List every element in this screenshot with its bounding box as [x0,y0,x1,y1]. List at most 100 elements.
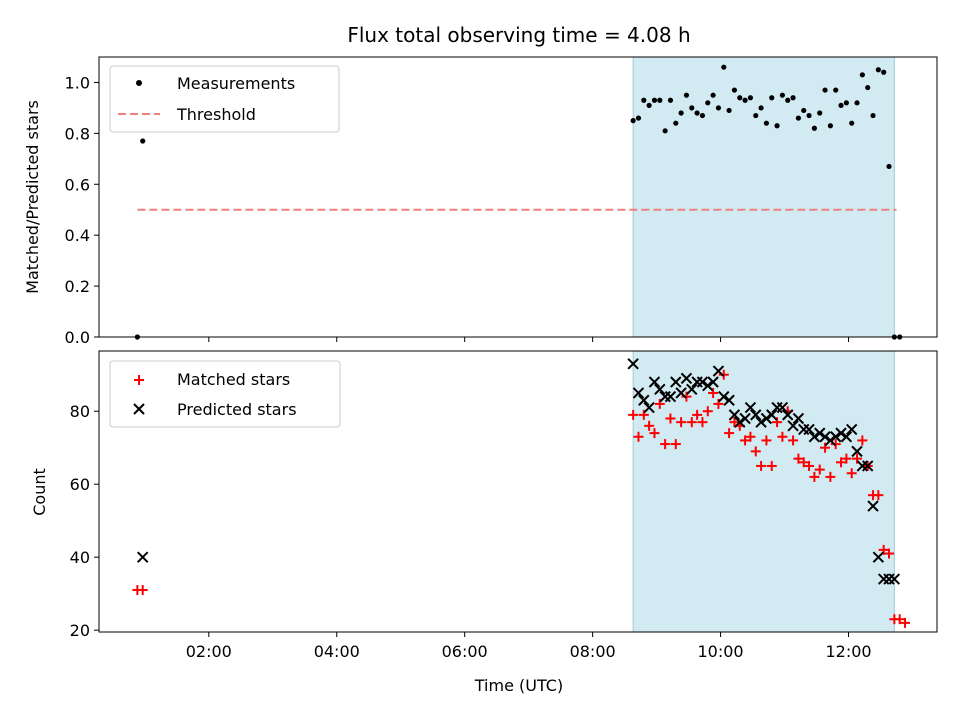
measurement-point [731,87,738,93]
measurement-point [726,107,732,114]
top-y-tick-label: 0.8 [65,124,90,143]
matched-point [676,417,687,428]
matched-point [766,460,777,471]
measurement-point [721,64,727,70]
bottom-y-tick-label: 80 [70,402,90,421]
matched-point [729,417,740,428]
bottom-x-axis-ticks: 02:00 04:00 06:00 08:00 10:00 12:00 [186,632,872,661]
measurement-point [801,107,807,114]
predicted-point [632,387,645,399]
matched-point [697,417,708,428]
predicted-point [728,409,741,421]
predicted-point [760,412,773,425]
measurement-point [742,97,748,103]
measurement-point [838,102,844,108]
legend-measurements-marker [136,80,142,86]
predicted-point [840,431,853,443]
measurement-point [854,100,860,106]
predicted-point [702,379,714,392]
matched-point [798,457,809,468]
measurement-point [822,87,828,93]
matched-point [756,460,767,471]
predicted-point [872,551,885,563]
matched-point [702,406,713,417]
measurement-point [651,97,658,103]
predicted-point [638,394,650,406]
predicted-point [137,551,149,563]
predicted-point [824,434,837,447]
predicted-point [787,420,799,432]
predicted-point [723,394,735,406]
measurement-point [779,92,786,98]
legend-matched-label: Matched stars [177,370,290,389]
measurement-point [806,112,812,119]
measurement-point [657,97,663,103]
measurement-point [689,105,695,111]
measurement-point [705,100,711,106]
x-tick-label: 12:00 [825,642,871,661]
measurement-point [790,95,796,101]
measurement-point [737,95,743,101]
matched-point [745,431,756,442]
predicted-point [830,431,842,443]
matched-point [740,435,751,446]
bottom-axes-frame [98,350,938,633]
matched-point [692,409,703,420]
predicted-point [734,416,746,428]
matched-point [633,431,644,442]
matched-point [884,548,895,559]
top-x-axis-ticks [208,337,850,342]
measurement-point [635,115,642,121]
matched-point [137,585,148,596]
measurement-point [849,120,855,126]
predicted-point [739,412,751,425]
matched-point [777,431,788,442]
chart-title: Flux total observing time = 4.08 h [347,23,690,47]
predicted-point [755,416,767,428]
predicted-point [803,423,815,436]
legend-threshold-label: Threshold [176,105,256,124]
measurement-point [811,125,817,131]
matched-point [750,446,761,457]
measurement-point [753,112,759,119]
matched-point [804,460,815,471]
top-shaded-region [632,56,895,338]
predicted-point [851,445,863,458]
matched-point [644,420,655,431]
x-tick-label: 06:00 [442,642,488,661]
matched-point [814,464,825,475]
predicted-point [814,427,826,439]
predicted-point [707,376,719,388]
measurement-point [710,92,716,98]
top-y-tick-label: 1.0 [65,73,90,92]
measurement-point [662,128,668,134]
measurement-point [827,123,833,129]
predicted-point [696,376,709,388]
matched-point [649,428,660,439]
top-y-axis-ticks: 0.0 0.2 0.4 0.6 0.8 1.0 [65,73,99,347]
predicted-point [846,423,858,436]
predicted-point [744,401,757,414]
predicted-point [718,390,730,403]
x-tick-label: 02:00 [186,642,232,661]
measurement-point [817,110,823,116]
top-axes-frame [98,56,938,338]
matched-point [900,617,911,628]
matched-point [793,453,804,464]
legend-matched-marker [134,375,144,385]
predicted-point [867,500,879,512]
predicted-point [664,390,677,403]
predicted-point [808,431,821,443]
matched-point [718,369,729,380]
x-tick-label: 08:00 [570,642,616,661]
matched-point [841,453,852,464]
measurement-point [763,120,770,126]
matched-point [894,614,905,625]
measurement-point [774,123,780,129]
measurement-point [785,97,791,103]
predicted-point [643,401,655,414]
bottom-shaded-region [632,350,895,633]
measurement-point [646,102,652,108]
